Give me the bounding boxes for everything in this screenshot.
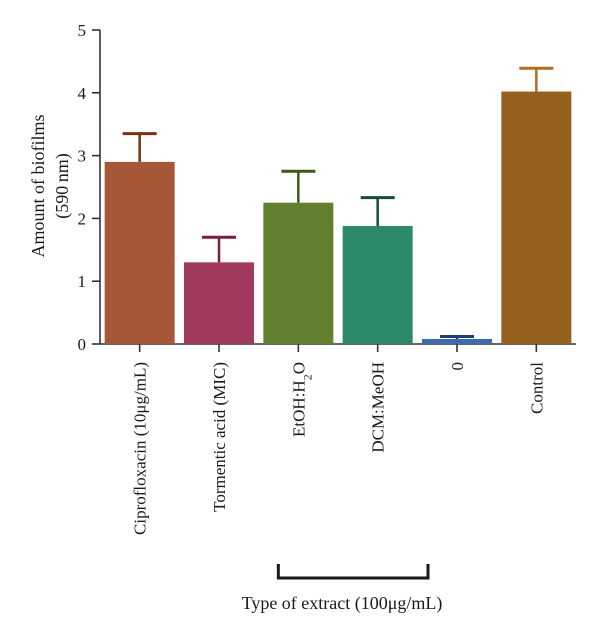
bar (104, 161, 175, 344)
y-axis-title-line1: Amount of biofilms (28, 115, 48, 258)
y-axis-title-line2: (590 nm) (52, 153, 73, 219)
x-tick-label: DCM:MeOH (369, 362, 388, 453)
x-tick-label: Control (527, 362, 546, 414)
bar (184, 262, 254, 344)
plot-area: 0 1 2 3 4 5 Ciprofloxacin (10μg/mL) Tormentic … (78, 21, 576, 535)
bar (501, 91, 572, 344)
y-tick-label: 3 (78, 147, 87, 166)
x-tick-label: Ciprofloxacin (10μg/mL) (131, 362, 150, 535)
bar (263, 202, 334, 344)
x-tick-label: EtOH:H2O (289, 362, 314, 437)
bar (342, 225, 413, 344)
x-tick-label: Tormentic acid (MIC) (210, 362, 229, 512)
x-tick-label: 0 (448, 362, 467, 371)
y-tick-label: 1 (78, 272, 87, 291)
extract-bracket (276, 564, 430, 580)
x-tick-labels: Ciprofloxacin (10μg/mL) Tormentic acid (M… (131, 362, 547, 535)
bars (104, 66, 572, 352)
bar (422, 338, 492, 344)
y-tick-label: 0 (78, 335, 87, 354)
y-axis-title: Amount of biofilms (590 nm) (28, 115, 73, 258)
y-tick-label: 4 (78, 84, 87, 103)
x-axis-title: Type of extract (100μg/mL) (242, 593, 443, 614)
y-tick-label: 2 (78, 209, 87, 228)
y-ticks: 0 1 2 3 4 5 (78, 21, 100, 354)
y-tick-label: 5 (78, 21, 87, 40)
